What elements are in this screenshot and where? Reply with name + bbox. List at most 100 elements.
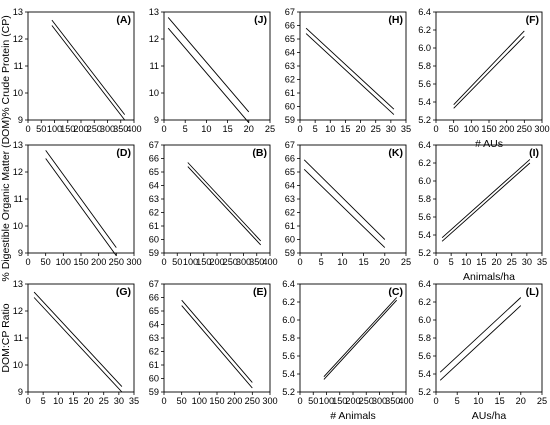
- y-tick-label: 13: [13, 7, 23, 17]
- x-tick-label: 0: [25, 396, 30, 406]
- x-tick-label: 5: [313, 124, 318, 134]
- y-tick-label: 63: [285, 61, 295, 71]
- series-line-2: [303, 168, 386, 248]
- x-tick-label: 50: [41, 257, 51, 267]
- x-tick-label: 50: [449, 124, 459, 134]
- series-line-1: [323, 297, 398, 378]
- y-tick-label: 61: [285, 88, 295, 98]
- x-tick-label: 200: [499, 124, 514, 134]
- x-tick-label: 400: [398, 396, 413, 406]
- series-line-2: [181, 305, 253, 389]
- y-tick-label: 6.2: [418, 297, 431, 307]
- plot-frame: [27, 283, 135, 393]
- x-tick-label: 300: [372, 396, 387, 406]
- panel-label: (B): [252, 147, 267, 159]
- x-tick-label: 30: [522, 257, 532, 267]
- y-tick-label: 5.8: [418, 194, 431, 204]
- x-tick-label: 350: [249, 257, 264, 267]
- y-tick-label: 6.2: [282, 297, 295, 307]
- x-axis-title: # Animals: [330, 410, 376, 422]
- series-line-1: [453, 30, 525, 106]
- y-tick-label: 59: [285, 115, 295, 125]
- x-tick-label: 100: [183, 257, 198, 267]
- y-tick-label: 12: [13, 167, 23, 177]
- y-tick-label: 5.6: [418, 351, 431, 361]
- y-tick-label: 67: [285, 7, 295, 17]
- series-line-1: [51, 19, 126, 115]
- panel-g: 0 5 10 15 20 25 30 35 9 10 11 12 13 (G): [13, 279, 139, 406]
- x-tick-label: 250: [359, 396, 374, 406]
- x-tick-label: 0: [25, 124, 30, 134]
- x-tick-label: 25: [99, 396, 109, 406]
- y-tick-label: 5.6: [282, 351, 295, 361]
- y-tick-label: 5.4: [418, 97, 431, 107]
- x-tick-label: 15: [68, 396, 78, 406]
- y-tick-label: 10: [13, 360, 23, 370]
- series-line-1: [441, 159, 531, 239]
- x-tick-label: 20: [355, 124, 365, 134]
- x-tick-label: 0: [25, 257, 30, 267]
- x-tick-label: 150: [73, 257, 88, 267]
- x-tick-label: 100: [319, 396, 334, 406]
- plot-frame: [299, 283, 407, 393]
- x-tick-label: 350: [385, 396, 400, 406]
- panel-label: (I): [529, 147, 539, 159]
- x-tick-label: 10: [473, 396, 483, 406]
- x-tick-label: 10: [325, 124, 335, 134]
- series-line-2: [51, 25, 126, 121]
- x-tick-label: 20: [244, 124, 254, 134]
- x-tick-label: 50: [36, 124, 46, 134]
- x-tick-label: 5: [455, 396, 460, 406]
- y-tick-label: 5.2: [418, 248, 431, 258]
- y-tick-label: 64: [285, 48, 295, 58]
- y-tick-label: 67: [149, 279, 159, 289]
- x-tick-label: 10: [337, 257, 347, 267]
- y-tick-label: 6.4: [418, 7, 431, 17]
- y-tick-label: 59: [149, 387, 159, 397]
- plot-frame: [163, 283, 271, 393]
- y-axis-title: DOM:CP Ratio: [0, 303, 12, 372]
- x-axis-title: AUs/ha: [472, 410, 507, 422]
- x-tick-label: 0: [433, 396, 438, 406]
- y-tick-label: 61: [285, 221, 295, 231]
- y-tick-label: 60: [285, 235, 295, 245]
- y-tick-label: 64: [149, 320, 159, 330]
- panel-label: (J): [254, 14, 267, 26]
- x-tick-label: 15: [494, 396, 504, 406]
- y-tick-label: 59: [149, 248, 159, 258]
- y-tick-label: 13: [13, 279, 23, 289]
- y-tick-label: 6.2: [418, 158, 431, 168]
- panel-j: 0 5 10 15 20 25 9 10 11 12 13 (J): [149, 7, 275, 134]
- x-tick-label: 5: [319, 257, 324, 267]
- x-tick-label: 300: [100, 124, 115, 134]
- y-tick-label: 5.2: [418, 387, 431, 397]
- x-tick-label: 20: [491, 257, 501, 267]
- y-tick-label: 60: [149, 374, 159, 384]
- x-tick-label: 350: [113, 124, 128, 134]
- y-tick-label: 60: [285, 102, 295, 112]
- y-tick-label: 5.6: [418, 212, 431, 222]
- y-tick-label: 6.0: [418, 176, 431, 186]
- y-tick-label: 5.4: [418, 230, 431, 240]
- y-tick-label: 65: [149, 306, 159, 316]
- y-tick-label: 62: [149, 208, 159, 218]
- x-tick-label: 300: [534, 124, 549, 134]
- y-tick-label: 5.2: [282, 387, 295, 397]
- x-tick-label: 400: [262, 257, 277, 267]
- y-tick-label: 6.0: [418, 43, 431, 53]
- x-tick-label: 200: [209, 257, 224, 267]
- x-tick-label: 150: [60, 124, 75, 134]
- y-tick-label: 9: [18, 248, 23, 258]
- y-tick-label: 9: [18, 115, 23, 125]
- series-line-2: [33, 297, 123, 393]
- x-tick-label: 20: [380, 257, 390, 267]
- y-tick-label: 5.4: [282, 369, 295, 379]
- panel-label: (G): [116, 286, 131, 298]
- x-tick-label: 50: [177, 396, 187, 406]
- series-line-1: [45, 150, 117, 248]
- y-tick-label: 11: [13, 333, 23, 343]
- x-tick-label: 250: [517, 124, 532, 134]
- x-tick-label: 25: [537, 396, 547, 406]
